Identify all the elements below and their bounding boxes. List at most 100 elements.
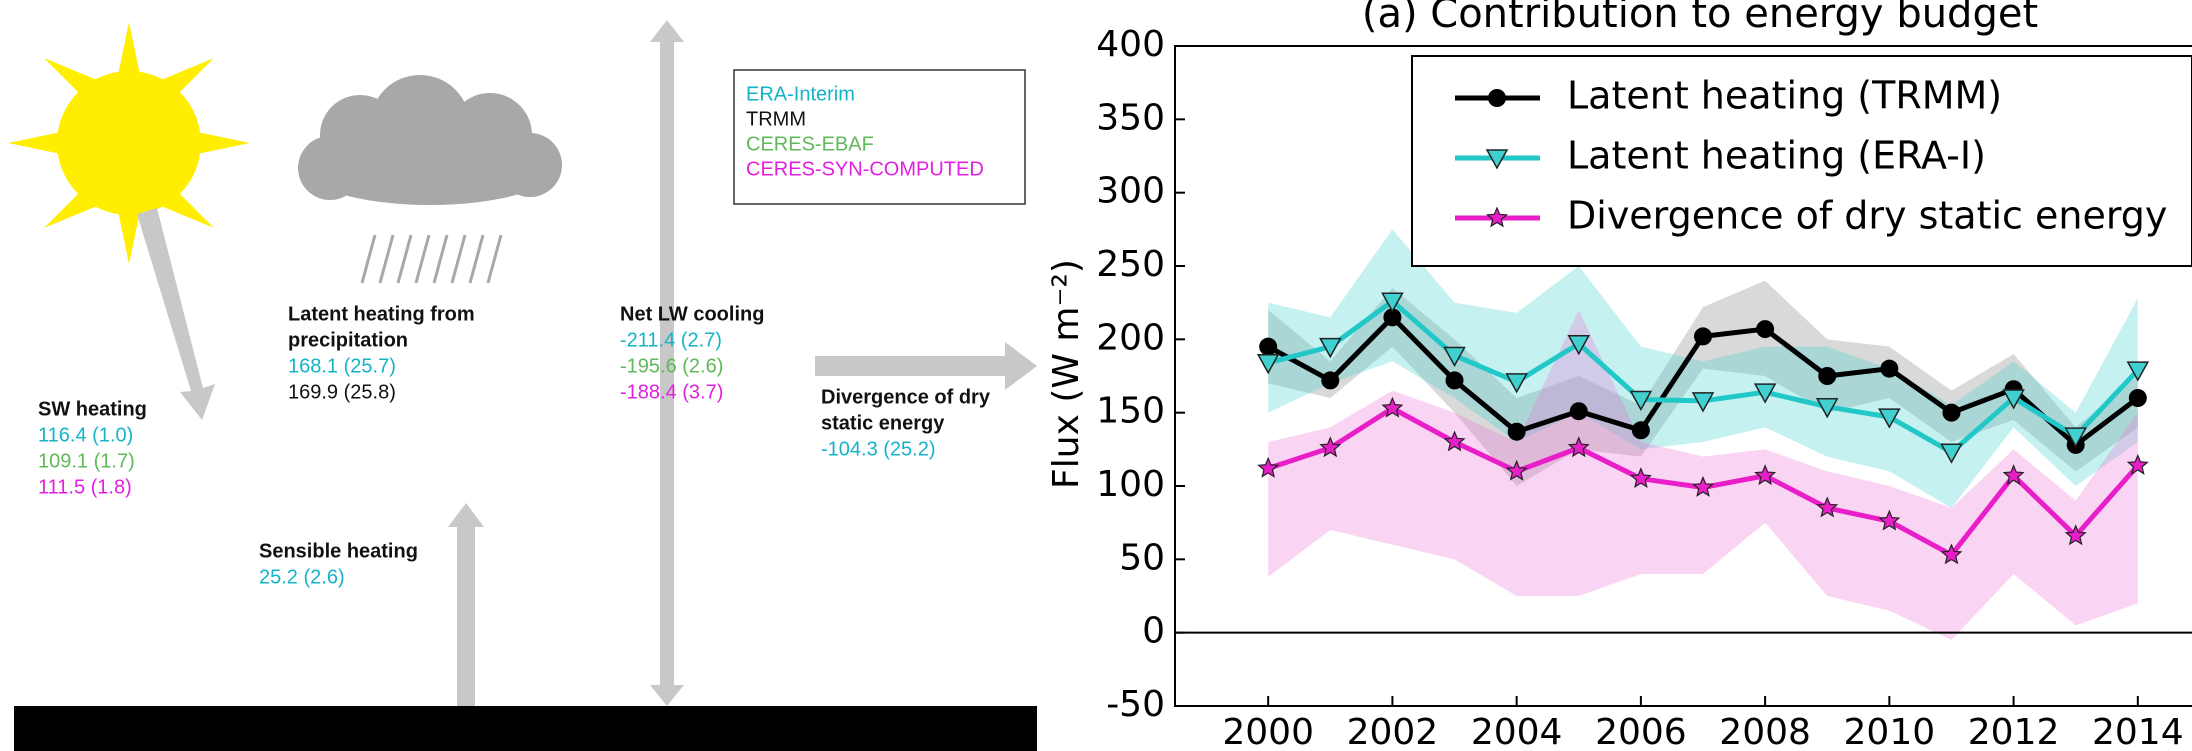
legend-marker bbox=[1486, 206, 1508, 228]
diagram-label-title: Latent heating from bbox=[288, 303, 475, 325]
diagram-label-value: -211.4 (2.7) bbox=[620, 329, 722, 351]
y-tick-label: 0 bbox=[1142, 611, 1165, 652]
marker bbox=[1381, 292, 1404, 313]
rain bbox=[360, 234, 503, 284]
diagram-label-value: 109.1 (1.7) bbox=[38, 450, 135, 472]
legend-marker bbox=[1485, 149, 1509, 170]
y-tick-label: 150 bbox=[1096, 391, 1165, 432]
y-tick-label: 250 bbox=[1096, 244, 1165, 285]
legend-marker bbox=[1488, 89, 1506, 107]
y-tick-label: 350 bbox=[1096, 97, 1165, 138]
diagram: ERA-Interim TRMM CERES-EBAF CERES-SYN-COMPU… bbox=[8, 20, 1037, 751]
marker bbox=[1692, 475, 1714, 497]
marker bbox=[1443, 346, 1466, 368]
legend-box bbox=[1411, 55, 2192, 267]
marker bbox=[2002, 464, 2025, 486]
marker bbox=[2064, 427, 2087, 448]
diagram-legend-entry: TRMM bbox=[746, 108, 806, 130]
diagram-legend-entry: CERES-EBAF bbox=[746, 133, 874, 155]
marker bbox=[1505, 373, 1528, 394]
sensible-arrow bbox=[448, 503, 484, 706]
marker bbox=[1567, 436, 1590, 458]
marker bbox=[1321, 371, 1340, 390]
diagram-label-value: 111.5 (1.8) bbox=[38, 476, 132, 498]
diagram-label-title: Sensible heating bbox=[259, 540, 418, 562]
marker bbox=[2064, 524, 2087, 546]
marker bbox=[1816, 496, 1839, 518]
diagram-label-value: 25.2 (2.6) bbox=[259, 566, 345, 588]
marker bbox=[1694, 327, 1712, 346]
diagram-label-title: Divergence of dry bbox=[821, 386, 991, 408]
marker bbox=[1381, 396, 1404, 418]
x-tick-label: 2002 bbox=[1347, 712, 1439, 751]
diagram-label-value: -188.4 (3.7) bbox=[620, 381, 723, 403]
marker bbox=[1505, 459, 1528, 481]
y-tick-label: 400 bbox=[1096, 24, 1165, 65]
lw-arrow bbox=[650, 20, 684, 706]
marker bbox=[1629, 467, 1652, 489]
marker bbox=[1754, 464, 1777, 486]
marker bbox=[1319, 337, 1342, 359]
x-tick-label: 2008 bbox=[1719, 712, 1811, 751]
marker bbox=[1443, 430, 1466, 452]
uncertainty-band bbox=[1268, 280, 2138, 486]
uncertainty-band bbox=[1268, 229, 2138, 509]
diagram-label-value: 169.9 (25.8) bbox=[288, 381, 396, 403]
x-tick-label: 2004 bbox=[1471, 712, 1563, 751]
marker bbox=[1445, 371, 1464, 390]
marker bbox=[1756, 320, 1775, 339]
diagram-label-value: -195.6 (2.6) bbox=[620, 355, 723, 377]
y-tick-label: -50 bbox=[1106, 684, 1165, 725]
marker bbox=[1256, 354, 1280, 375]
diagram-label-value: 168.1 (25.7) bbox=[288, 355, 396, 377]
marker bbox=[1878, 509, 1901, 531]
marker bbox=[1319, 436, 1342, 458]
ground bbox=[14, 706, 1037, 751]
marker bbox=[1878, 408, 1901, 429]
diagram-legend-entry: CERES-SYN-COMPUTED bbox=[746, 158, 984, 180]
x-tick-label: 2000 bbox=[1222, 712, 1314, 751]
marker bbox=[1629, 390, 1653, 412]
marker bbox=[1257, 456, 1280, 478]
sw-arrow bbox=[137, 208, 215, 420]
y-tick-label: 100 bbox=[1096, 464, 1165, 505]
legend-label: Latent heating (ERA-I) bbox=[1567, 134, 1986, 178]
chart: -50 0 50 100 150 200 250 300 350 400 2000 2002 2004 2… bbox=[1046, 0, 2192, 751]
marker bbox=[1691, 392, 1715, 413]
marker bbox=[1880, 359, 1899, 378]
diagram-legend-entry: ERA-Interim bbox=[746, 83, 855, 105]
plot-frame bbox=[1174, 45, 2192, 707]
marker bbox=[2002, 389, 2025, 410]
legend-label: Latent heating (TRMM) bbox=[1567, 74, 2002, 118]
x-tick-label: 2006 bbox=[1595, 712, 1687, 751]
marker bbox=[2128, 389, 2147, 407]
marker bbox=[1569, 402, 1588, 421]
diagram-label-value: 116.4 (1.0) bbox=[38, 424, 133, 446]
x-tick-label: 2012 bbox=[1968, 712, 2060, 751]
diagram-label-title: Net LW cooling bbox=[620, 303, 764, 325]
dse-arrow bbox=[815, 342, 1037, 390]
legend-label: Divergence of dry static energy bbox=[1567, 194, 2167, 238]
diagram-label-title: SW heating bbox=[38, 398, 147, 420]
marker bbox=[1753, 383, 1777, 404]
marker bbox=[1507, 422, 1526, 441]
diagram-label-value: -104.3 (25.2) bbox=[821, 438, 936, 460]
marker bbox=[1567, 334, 1591, 356]
marker bbox=[1259, 337, 1278, 356]
y-axis-label: Flux (W m⁻²) bbox=[1046, 259, 1087, 489]
chart-title: (a) Contribution to energy budget bbox=[1362, 0, 2038, 37]
marker bbox=[1818, 367, 1837, 385]
y-tick-label: 200 bbox=[1096, 317, 1165, 358]
marker bbox=[1942, 403, 1961, 422]
y-tick-label: 300 bbox=[1096, 171, 1165, 212]
cloud bbox=[298, 75, 562, 205]
marker bbox=[1940, 443, 1963, 464]
diagram-label-title: static energy bbox=[821, 412, 945, 434]
marker bbox=[1383, 308, 1402, 327]
marker bbox=[2126, 361, 2150, 382]
sun bbox=[8, 22, 250, 264]
marker bbox=[1631, 421, 1650, 440]
x-tick-label: 2010 bbox=[1844, 712, 1936, 751]
